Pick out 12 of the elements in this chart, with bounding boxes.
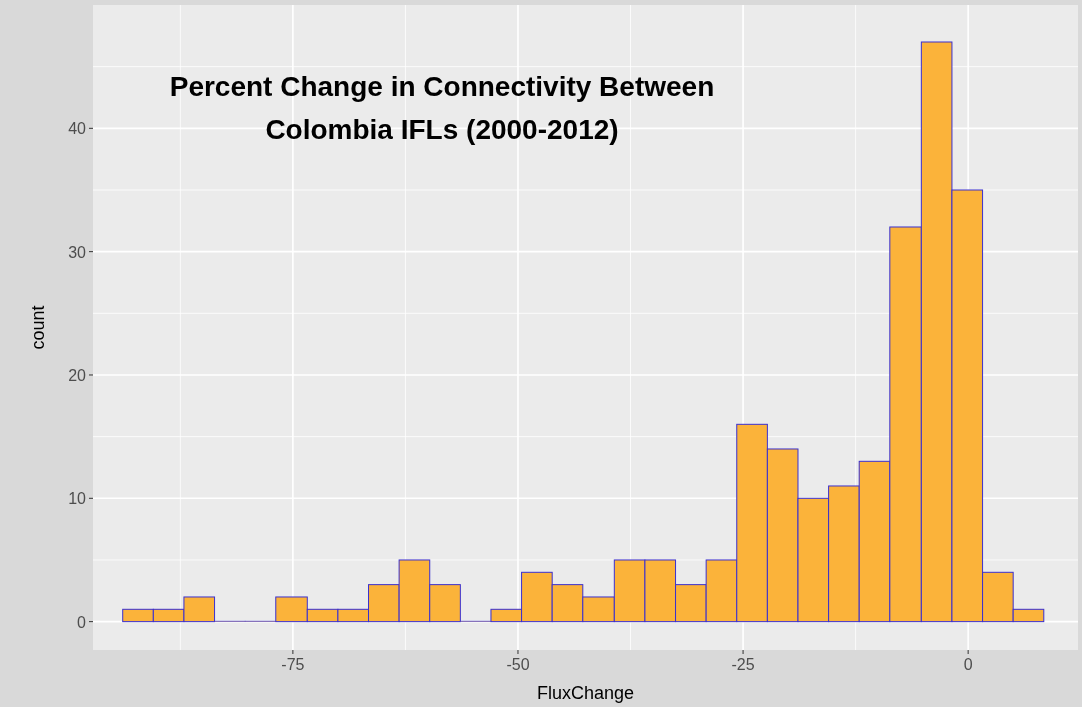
y-tick-label: 20: [68, 366, 87, 384]
x-tick-label: -75: [281, 656, 305, 673]
y-tick-label: 30: [68, 243, 87, 261]
x-tick-label: -50: [506, 656, 530, 673]
x-axis-title: FluxChange: [536, 683, 635, 703]
x-tick-label: 0: [963, 656, 973, 673]
y-tick-label: 40: [68, 120, 87, 138]
text: Percent Change in Connectivity Between Colombia IFLs (2000-2012): [169, 71, 715, 145]
y-tick-label: 0: [77, 613, 87, 631]
x-tick-label: -25: [731, 656, 755, 673]
y-axis-title: count: [28, 305, 48, 350]
y-tick-label: 10: [68, 490, 87, 508]
